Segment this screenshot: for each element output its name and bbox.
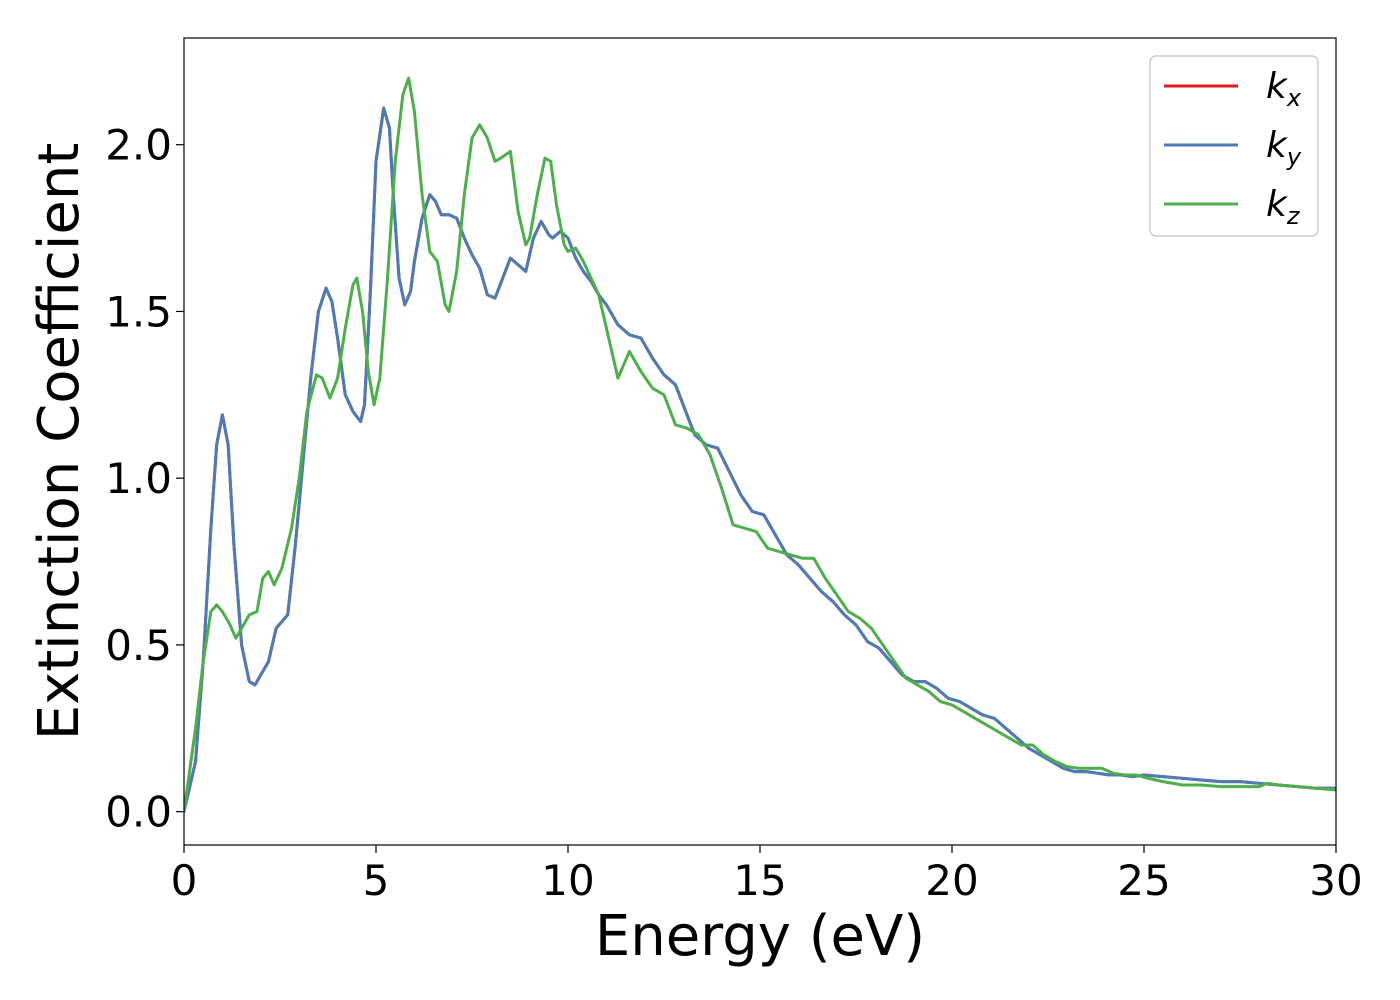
legend: kx ky kz bbox=[1149, 55, 1319, 237]
x-tick-label: 25 bbox=[1117, 856, 1170, 905]
x-tick-label: 30 bbox=[1309, 856, 1362, 905]
legend-item-x: kx bbox=[1164, 66, 1302, 112]
legend-item-y: ky bbox=[1164, 125, 1302, 171]
y-tick-label: 2.0 bbox=[105, 121, 172, 170]
x-axis-ticks: 0 5 10 15 20 25 30 bbox=[171, 845, 1363, 905]
series-line-z bbox=[184, 76, 1336, 814]
x-tick-label: 20 bbox=[925, 856, 978, 905]
series-group bbox=[184, 76, 1336, 814]
x-tick-label: 15 bbox=[733, 856, 786, 905]
y-tick-label: 0.0 bbox=[105, 788, 172, 837]
legend-label: kz bbox=[1266, 184, 1301, 230]
y-axis-label: Extinction Coefficient bbox=[27, 143, 92, 741]
y-tick-label: 0.5 bbox=[105, 621, 172, 670]
x-tick-label: 0 bbox=[171, 856, 198, 905]
legend-label: kx bbox=[1266, 66, 1302, 112]
legend-item-z: kz bbox=[1164, 184, 1301, 230]
x-axis-label: Energy (eV) bbox=[595, 904, 925, 969]
x-tick-label: 5 bbox=[363, 856, 390, 905]
plot-area bbox=[183, 37, 1337, 846]
y-tick-label: 1.5 bbox=[105, 287, 172, 336]
y-tick-label: 1.0 bbox=[105, 454, 172, 503]
legend-label: ky bbox=[1266, 125, 1302, 171]
y-axis-ticks: 0.0 0.5 1.0 1.5 2.0 bbox=[105, 121, 184, 837]
x-tick-label: 10 bbox=[541, 856, 594, 905]
